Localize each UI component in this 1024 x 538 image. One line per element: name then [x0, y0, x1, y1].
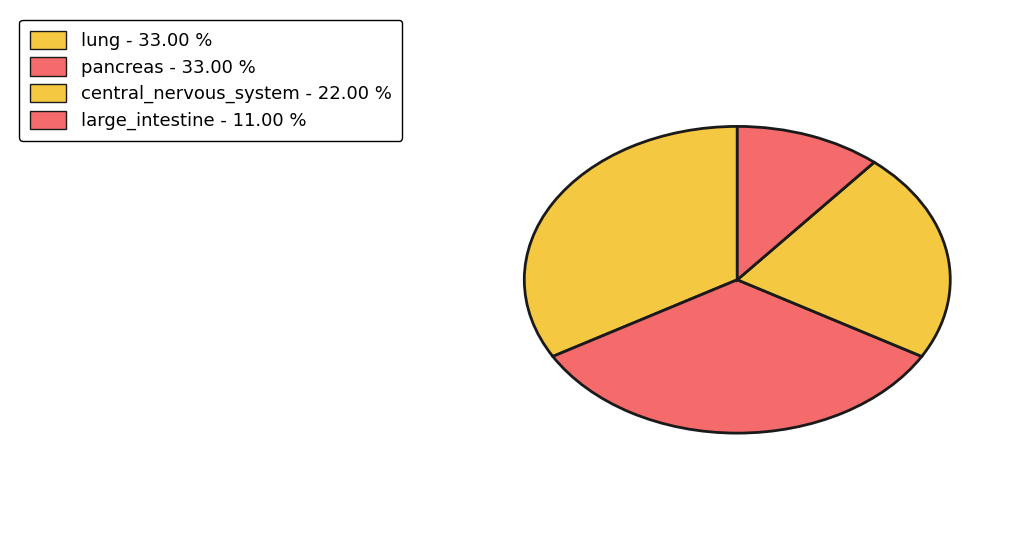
Wedge shape: [737, 126, 874, 280]
Legend: lung - 33.00 %, pancreas - 33.00 %, central_nervous_system - 22.00 %, large_inte: lung - 33.00 %, pancreas - 33.00 %, cent…: [19, 20, 402, 141]
Wedge shape: [524, 126, 737, 357]
Wedge shape: [553, 280, 922, 433]
Wedge shape: [737, 162, 950, 357]
